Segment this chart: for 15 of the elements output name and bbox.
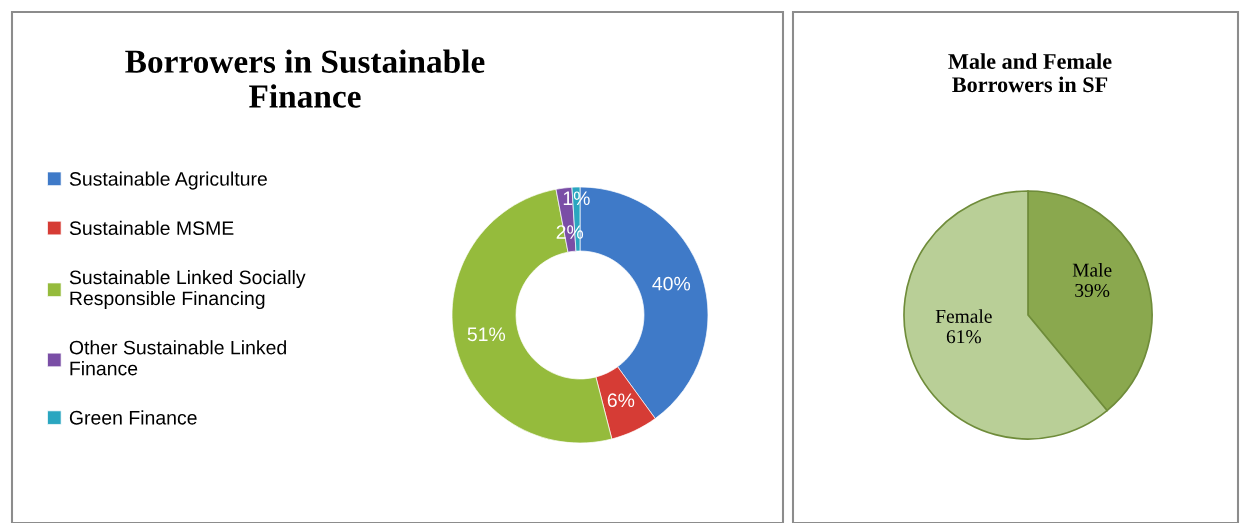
slice-label: Male bbox=[1072, 263, 1112, 277]
data-label: 40% bbox=[652, 276, 691, 291]
legend-label: Sustainable Linked Socially Responsible Financing bbox=[69, 269, 306, 310]
data-label: 6% bbox=[607, 393, 635, 408]
chart-title: Borrowers in Sustainable Finance bbox=[125, 49, 485, 108]
data-label: 51% bbox=[467, 327, 506, 342]
data-label: 2% bbox=[556, 225, 584, 239]
slice-label: Female bbox=[935, 309, 992, 323]
legend-label: Green Finance bbox=[69, 410, 197, 425]
legend-label: Other Sustainable Linked Finance bbox=[69, 340, 286, 376]
data-label: 61% bbox=[946, 330, 981, 344]
chart-title: Male and Female Borrowers in SF bbox=[948, 53, 1112, 93]
data-label: 39% bbox=[1075, 283, 1110, 298]
legend-label: Sustainable Agriculture bbox=[69, 171, 267, 190]
legend-label: Sustainable MSME bbox=[69, 220, 234, 236]
